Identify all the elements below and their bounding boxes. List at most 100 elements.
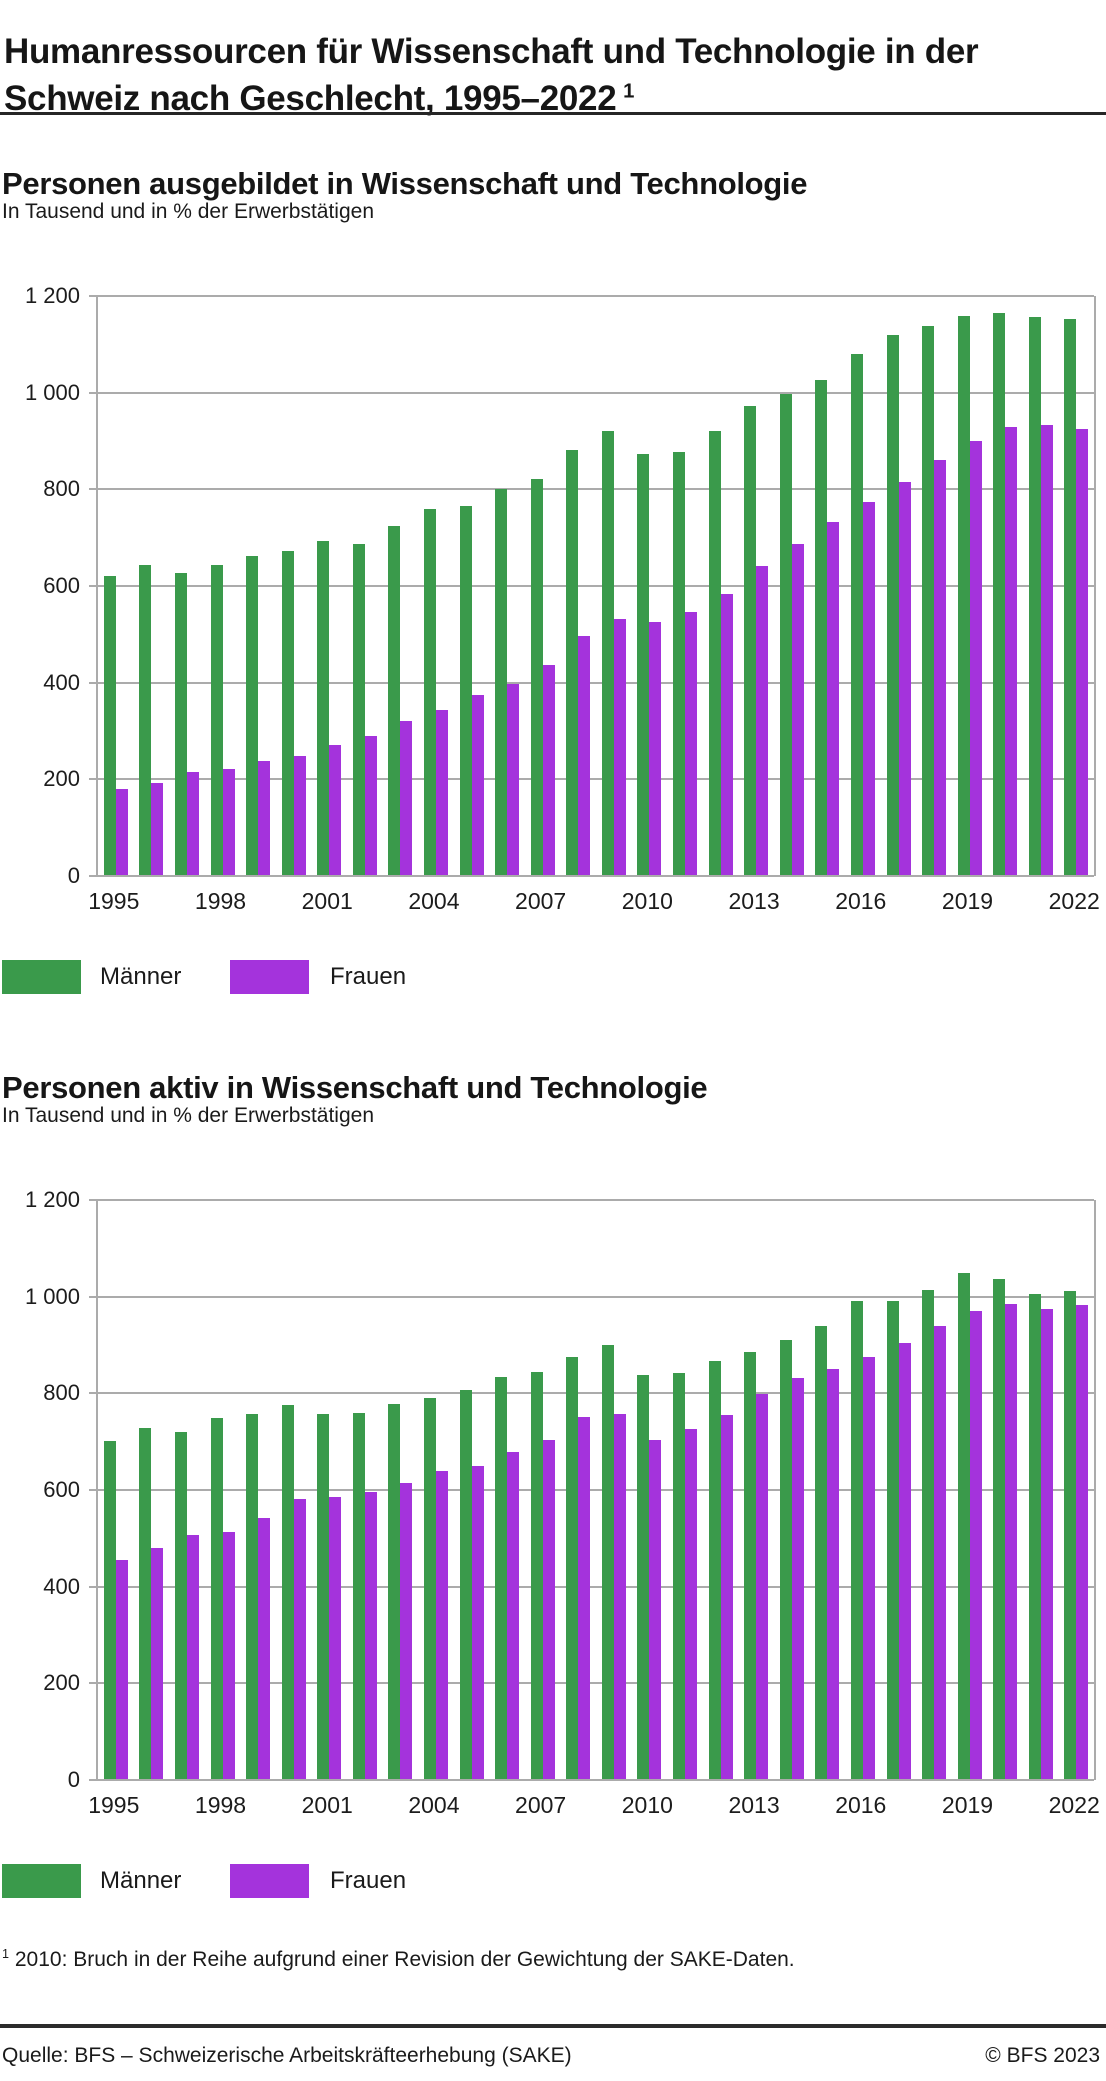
x-axis-label: 2004: [408, 1792, 460, 1818]
bar-1995-männer: [103, 1440, 116, 1780]
footnote-text: 2010: Bruch in der Reihe aufgrund einer …: [14, 1948, 795, 1971]
bar-group-1996: [134, 296, 170, 876]
bar-2009-frauen: [613, 619, 626, 876]
bar-2020-männer: [993, 312, 1006, 876]
bar-2005-männer: [459, 505, 472, 876]
gridline: [89, 1199, 1094, 1201]
bar-2005-frauen: [471, 1465, 484, 1780]
x-axis-label: 2007: [515, 1792, 567, 1818]
x-axis-label: 2013: [728, 888, 780, 914]
bar-group-2021: [1023, 296, 1059, 876]
plot-area-ausgebildet: [89, 295, 1096, 877]
bar-group-2010: [632, 296, 668, 876]
bar-2021-frauen: [1040, 1308, 1053, 1780]
bar-group-1996: [134, 1200, 170, 1780]
bar-group-2017: [881, 296, 917, 876]
bar-group-1998: [205, 1200, 241, 1780]
y-axis-label: 800: [43, 476, 80, 502]
bar-group-2003: [383, 296, 419, 876]
gridline: [89, 681, 1094, 684]
bar-2007-männer: [530, 478, 543, 876]
bar-2003-frauen: [400, 721, 413, 876]
gridline: [89, 1779, 1094, 1781]
source-row: Quelle: BFS – Schweizerische Arbeitskräf…: [2, 2044, 1100, 2068]
bar-2002-frauen: [364, 1492, 377, 1780]
footnote-marker: 1: [2, 1947, 10, 1961]
legend-aktiv: Männer Frauen: [0, 1864, 1000, 1900]
bar-group-2022: [1059, 296, 1095, 876]
bar-group-2016: [845, 1200, 881, 1780]
x-axis-label: 2004: [408, 888, 460, 914]
bar-group-2012: [703, 1200, 739, 1780]
bar-group-2012: [703, 296, 739, 876]
bar-group-2000: [276, 1200, 312, 1780]
bar-2006-frauen: [507, 1452, 520, 1780]
bar-2014-männer: [779, 1340, 792, 1780]
bar-2003-männer: [388, 526, 401, 876]
x-axis-label: 1998: [194, 888, 247, 914]
bar-group-2013: [738, 296, 774, 876]
bar-1995-frauen: [115, 1560, 128, 1780]
bar-2003-männer: [388, 1404, 401, 1780]
bar-2002-frauen: [364, 736, 377, 876]
chart-subtitle-ausgebildet: In Tausend und in % der Erwerbstätigen: [2, 200, 375, 223]
bar-group-2011: [667, 1200, 703, 1780]
x-axis-label: 2007: [515, 888, 567, 914]
bar-2007-frauen: [542, 664, 555, 876]
bar-2017-männer: [886, 335, 899, 876]
bar-2017-frauen: [898, 1343, 911, 1780]
bar-group-2003: [383, 1200, 419, 1780]
bar-group-2000: [276, 296, 312, 876]
bar-1999-männer: [246, 556, 259, 876]
legend-swatch-männer: [2, 1864, 81, 1898]
bar-2016-männer: [850, 354, 863, 876]
bar-2012-männer: [708, 1361, 721, 1780]
bar-2008-männer: [566, 1357, 579, 1780]
bar-group-2018: [916, 296, 952, 876]
bar-group-2020: [987, 1200, 1023, 1780]
bar-2017-männer: [886, 1301, 899, 1780]
legend-label-männer: Männer: [100, 1867, 182, 1894]
y-axis-label: 0: [67, 1767, 80, 1792]
bar-2019-männer: [957, 315, 970, 876]
bar-2014-frauen: [791, 1378, 804, 1780]
x-axis-label: 2016: [835, 1792, 887, 1818]
bar-2010-männer: [637, 453, 650, 876]
bar-2017-frauen: [898, 481, 911, 876]
bar-2013-männer: [744, 1351, 757, 1780]
bar-2016-männer: [850, 1300, 863, 1780]
y-axis-label: 1 000: [24, 379, 80, 405]
bar-2006-männer: [495, 489, 508, 876]
bar-2001-männer: [317, 1413, 330, 1780]
x-axis-label: 2016: [835, 888, 887, 914]
bar-2008-frauen: [578, 635, 591, 876]
y-axis-label: 200: [43, 1670, 80, 1696]
bar-2009-männer: [601, 1344, 614, 1780]
bar-group-2008: [561, 296, 597, 876]
bar-2007-männer: [530, 1371, 543, 1780]
bar-group-2015: [810, 1200, 846, 1780]
bars-aktiv: [98, 1200, 1094, 1780]
x-axis-label: 2022: [1048, 1792, 1100, 1818]
bar-group-2015: [810, 296, 846, 876]
bar-group-2007: [525, 1200, 561, 1780]
bar-2013-frauen: [756, 566, 769, 876]
bar-2020-männer: [993, 1278, 1006, 1780]
bar-2011-männer: [673, 1372, 686, 1780]
bar-1998-frauen: [222, 1531, 235, 1780]
x-axis-label: 2013: [728, 1792, 780, 1818]
bar-2000-frauen: [293, 756, 306, 876]
bar-group-1999: [240, 1200, 276, 1780]
bar-group-2004: [418, 1200, 454, 1780]
bar-2021-männer: [1028, 317, 1041, 876]
y-axis-label: 1 200: [24, 1187, 80, 1212]
bar-group-2014: [774, 1200, 810, 1780]
bar-group-2022: [1059, 1200, 1095, 1780]
bar-group-2008: [561, 1200, 597, 1780]
y-axis-label: 0: [67, 863, 80, 888]
bar-group-2009: [596, 1200, 632, 1780]
bar-group-2002: [347, 296, 383, 876]
gridline: [89, 1489, 1094, 1491]
page-title-text: Humanressourcen für Wissenschaft und Tec…: [4, 32, 979, 118]
x-axis-label: 1995: [88, 1792, 140, 1818]
